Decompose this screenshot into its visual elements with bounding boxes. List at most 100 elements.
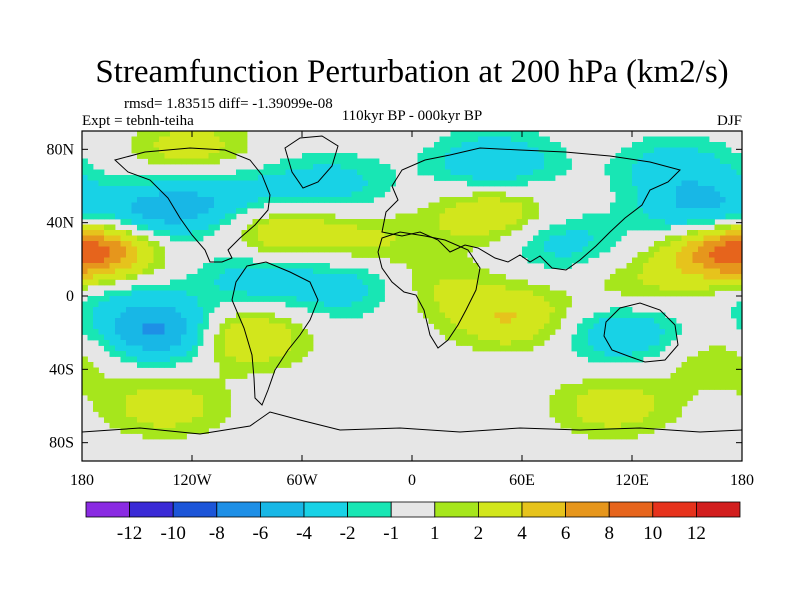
field-cell	[720, 263, 726, 269]
field-cell	[93, 191, 99, 198]
colorbar-swatch	[521, 501, 566, 518]
field-cell	[538, 340, 545, 346]
field-cell	[170, 301, 176, 308]
field-cell	[461, 197, 468, 203]
field-cell	[659, 334, 666, 341]
field-cell	[626, 268, 633, 275]
field-cell	[423, 268, 429, 275]
field-cell	[148, 219, 154, 225]
field-cell	[610, 175, 616, 181]
field-cell	[692, 142, 699, 148]
field-cell	[714, 373, 721, 379]
field-cell	[555, 252, 561, 258]
field-cell	[225, 257, 231, 264]
field-cell	[274, 180, 281, 187]
field-cell	[687, 389, 693, 396]
field-cell	[698, 169, 704, 176]
field-cell	[522, 285, 528, 291]
field-cell	[274, 246, 281, 253]
field-cell	[637, 285, 644, 291]
field-cell	[148, 384, 154, 390]
field-cell	[109, 224, 116, 231]
field-cell	[120, 428, 127, 434]
field-cell	[181, 340, 187, 346]
field-cell	[120, 356, 127, 363]
field-cell	[588, 318, 594, 324]
field-cell	[120, 252, 127, 258]
field-cell	[692, 252, 699, 258]
field-cell	[131, 307, 138, 313]
field-cell	[335, 241, 341, 247]
field-cell	[340, 186, 347, 192]
field-cell	[131, 186, 138, 192]
field-cell	[582, 219, 589, 225]
field-cell	[478, 323, 484, 330]
field-cell	[175, 400, 182, 407]
field-cell	[148, 153, 154, 159]
field-cell	[461, 340, 468, 346]
field-cell	[703, 158, 710, 165]
field-cell	[98, 312, 105, 319]
field-cell	[252, 290, 259, 297]
field-cell	[489, 274, 495, 280]
field-cell	[659, 191, 666, 198]
field-cell	[197, 180, 204, 187]
field-cell	[615, 279, 622, 286]
field-cell	[131, 274, 138, 280]
field-cell	[203, 230, 209, 236]
field-cell	[560, 307, 567, 313]
field-cell	[164, 191, 171, 198]
field-cell	[236, 268, 242, 275]
field-cell	[131, 318, 138, 324]
field-cell	[566, 158, 572, 165]
field-cell	[736, 279, 742, 286]
field-cell	[588, 384, 594, 390]
field-cell	[373, 169, 380, 176]
field-cell	[544, 307, 550, 313]
field-cell	[170, 147, 176, 154]
field-cell	[285, 219, 292, 225]
field-cell	[544, 263, 550, 269]
field-cell	[153, 312, 160, 319]
field-cell	[714, 246, 721, 253]
field-cell	[516, 334, 523, 341]
field-cell	[736, 197, 742, 203]
field-cell	[357, 312, 363, 319]
field-cell	[362, 164, 369, 170]
field-cell	[280, 224, 286, 231]
field-cell	[137, 252, 143, 258]
field-cell	[709, 373, 715, 379]
field-cell	[186, 230, 193, 236]
field-cell	[109, 208, 116, 214]
field-cell	[450, 136, 457, 143]
field-cell	[445, 279, 451, 286]
field-cell	[120, 417, 127, 423]
field-cell	[153, 257, 160, 264]
field-cell	[709, 241, 715, 247]
field-cell	[175, 290, 182, 297]
field-cell	[659, 197, 666, 203]
field-cell	[489, 230, 495, 236]
field-cell	[230, 213, 237, 220]
field-cell	[159, 307, 165, 313]
field-cell	[544, 147, 550, 154]
field-cell	[505, 290, 512, 297]
field-cell	[489, 318, 495, 324]
field-cell	[335, 296, 341, 302]
field-cell	[643, 191, 649, 198]
field-cell	[318, 224, 325, 231]
field-cell	[626, 307, 633, 313]
field-cell	[87, 186, 94, 192]
field-cell	[98, 406, 105, 412]
field-cell	[714, 180, 721, 187]
field-cell	[170, 433, 176, 440]
field-cell	[494, 180, 501, 187]
field-cell	[142, 142, 149, 148]
field-cell	[648, 202, 655, 209]
field-cell	[610, 318, 616, 324]
field-cell	[159, 433, 165, 440]
field-cell	[214, 158, 220, 165]
field-cell	[456, 131, 462, 137]
field-cell	[137, 329, 143, 335]
field-cell	[665, 323, 671, 330]
